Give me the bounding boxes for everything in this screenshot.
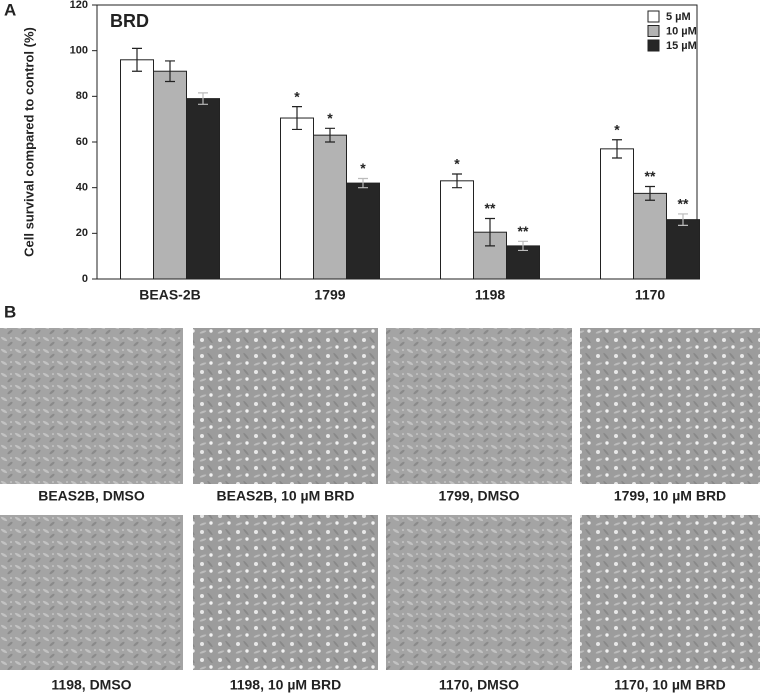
error-bar — [358, 177, 368, 189]
bar — [666, 219, 700, 280]
chart-title: BRD — [110, 11, 149, 31]
micrograph — [0, 328, 183, 484]
micrograph — [193, 328, 378, 484]
image-caption: 1198, 10 µM BRD — [230, 677, 342, 693]
bar — [313, 134, 347, 280]
micrograph — [386, 515, 572, 670]
error-bar — [132, 47, 142, 72]
panel-label: A — [4, 0, 16, 19]
bar — [506, 245, 540, 280]
error-bar — [452, 173, 462, 189]
y-tick-label: 0 — [82, 273, 88, 285]
bar — [440, 180, 474, 280]
y-tick-label: 120 — [70, 0, 88, 11]
micrograph — [580, 328, 760, 484]
image-caption: 1799, 10 µM BRD — [614, 488, 726, 504]
y-tick-label: 60 — [76, 136, 88, 148]
error-bar — [292, 106, 302, 131]
micrograph — [386, 328, 572, 484]
image-caption: 1198, DMSO — [51, 677, 131, 693]
error-bar — [645, 185, 655, 201]
bar — [600, 148, 634, 280]
significance: * — [327, 110, 333, 126]
significance: * — [360, 160, 366, 176]
legend-swatch — [647, 10, 660, 23]
significance: ** — [518, 223, 529, 239]
error-bar — [325, 127, 335, 143]
micrograph — [0, 515, 183, 670]
y-axis-label: Cell survival compared to control (%) — [21, 27, 36, 257]
legend-label: 5 µM — [666, 11, 691, 23]
y-tick-label: 20 — [76, 227, 88, 239]
x-tick-label: 1799 — [314, 287, 345, 303]
significance: ** — [678, 196, 689, 212]
image-caption: BEAS2B, DMSO — [38, 488, 145, 504]
error-bar — [485, 217, 495, 247]
bar — [633, 192, 667, 280]
micrograph — [193, 515, 378, 670]
bar — [280, 117, 314, 280]
significance: * — [614, 121, 620, 137]
error-bar — [612, 139, 622, 159]
image-caption: 1170, DMSO — [439, 677, 519, 693]
significance: * — [294, 88, 300, 104]
bar — [153, 70, 187, 280]
legend-label: 15 µM — [666, 40, 697, 52]
significance: ** — [645, 168, 656, 184]
x-tick-label: 1170 — [635, 287, 666, 303]
y-tick-label: 80 — [76, 90, 88, 102]
legend-swatch — [647, 25, 660, 37]
bar — [186, 98, 220, 280]
bar — [120, 59, 154, 280]
image-caption: 1170, 10 µM BRD — [614, 677, 726, 693]
error-bar — [198, 92, 208, 105]
legend-swatch — [647, 39, 660, 52]
x-tick-label: 1198 — [475, 287, 506, 303]
panel-label: B — [4, 302, 16, 321]
bar — [346, 182, 380, 280]
image-caption: BEAS2B, 10 µM BRD — [217, 488, 355, 504]
significance: * — [454, 156, 460, 172]
error-bar — [678, 213, 688, 226]
error-bar — [518, 240, 528, 252]
y-tick-label: 100 — [70, 45, 88, 57]
micrograph — [580, 515, 760, 670]
legend-label: 10 µM — [666, 25, 697, 37]
image-caption: 1799, DMSO — [439, 488, 520, 504]
y-tick-label: 40 — [76, 182, 88, 194]
error-bar — [165, 60, 175, 83]
x-tick-label: BEAS-2B — [139, 287, 200, 303]
significance: ** — [485, 200, 496, 216]
